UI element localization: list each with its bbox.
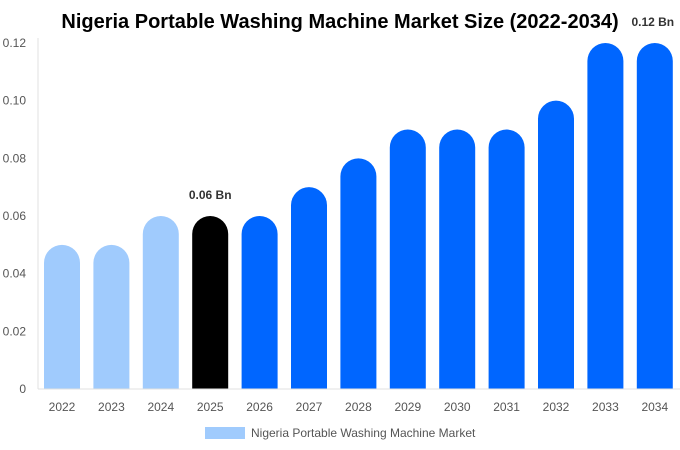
- x-tick-label: 2025: [197, 400, 224, 414]
- x-tick-label: 2034: [641, 400, 668, 414]
- bar-2030[interactable]: [439, 129, 476, 390]
- bar-2033[interactable]: [587, 43, 624, 389]
- y-axis: 0 0.02 0.04 0.06 0.08 0.10 0.12: [3, 36, 39, 396]
- bar-2025[interactable]: [192, 216, 229, 389]
- data-label: 0.12 Bn: [631, 15, 674, 29]
- bars: [44, 43, 673, 390]
- y-tick-label: 0.10: [3, 94, 27, 108]
- x-tick-label: 2029: [394, 400, 421, 414]
- bar-2027[interactable]: [291, 187, 327, 389]
- y-tick-label: 0.12: [3, 36, 27, 50]
- x-tick-label: 2031: [493, 400, 520, 414]
- x-tick-label: 2024: [147, 400, 174, 414]
- x-tick-label: 2026: [246, 400, 273, 414]
- x-tick-label: 2028: [345, 400, 372, 414]
- bar-2024[interactable]: [142, 216, 179, 389]
- x-tick-label: 2023: [98, 400, 125, 414]
- x-tick-label: 2033: [592, 400, 619, 414]
- data-labels: 0.06 Bn 0.12 Bn: [189, 15, 674, 202]
- bar-2022[interactable]: [44, 244, 80, 389]
- y-tick-label: 0: [19, 382, 26, 396]
- x-tick-label: 2030: [444, 400, 471, 414]
- x-tick-label: 2032: [543, 400, 570, 414]
- bar-2023[interactable]: [93, 244, 130, 389]
- bar-2031[interactable]: [488, 129, 525, 390]
- x-tick-label: 2022: [49, 400, 76, 414]
- bar-2032[interactable]: [538, 100, 574, 389]
- y-tick-label: 0.04: [3, 267, 27, 281]
- legend-label: Nigeria Portable Washing Machine Market: [251, 426, 476, 440]
- bar-2034[interactable]: [636, 43, 673, 389]
- legend[interactable]: Nigeria Portable Washing Machine Market: [205, 426, 476, 440]
- x-axis: 2022 2023 2024 2025 2026 2027 2028 2029 2030 2031…: [38, 388, 680, 414]
- bar-2029[interactable]: [389, 129, 426, 390]
- chart-title: Nigeria Portable Washing Machine Market …: [61, 11, 618, 33]
- y-tick-label: 0.06: [3, 209, 27, 223]
- x-tick-label: 2027: [296, 400, 323, 414]
- data-label: 0.06 Bn: [189, 188, 232, 202]
- bar-2028[interactable]: [340, 158, 377, 389]
- y-tick-label: 0.02: [3, 324, 27, 338]
- y-tick-label: 0.08: [3, 151, 27, 165]
- legend-swatch: [205, 427, 245, 439]
- bar-2026[interactable]: [241, 216, 278, 389]
